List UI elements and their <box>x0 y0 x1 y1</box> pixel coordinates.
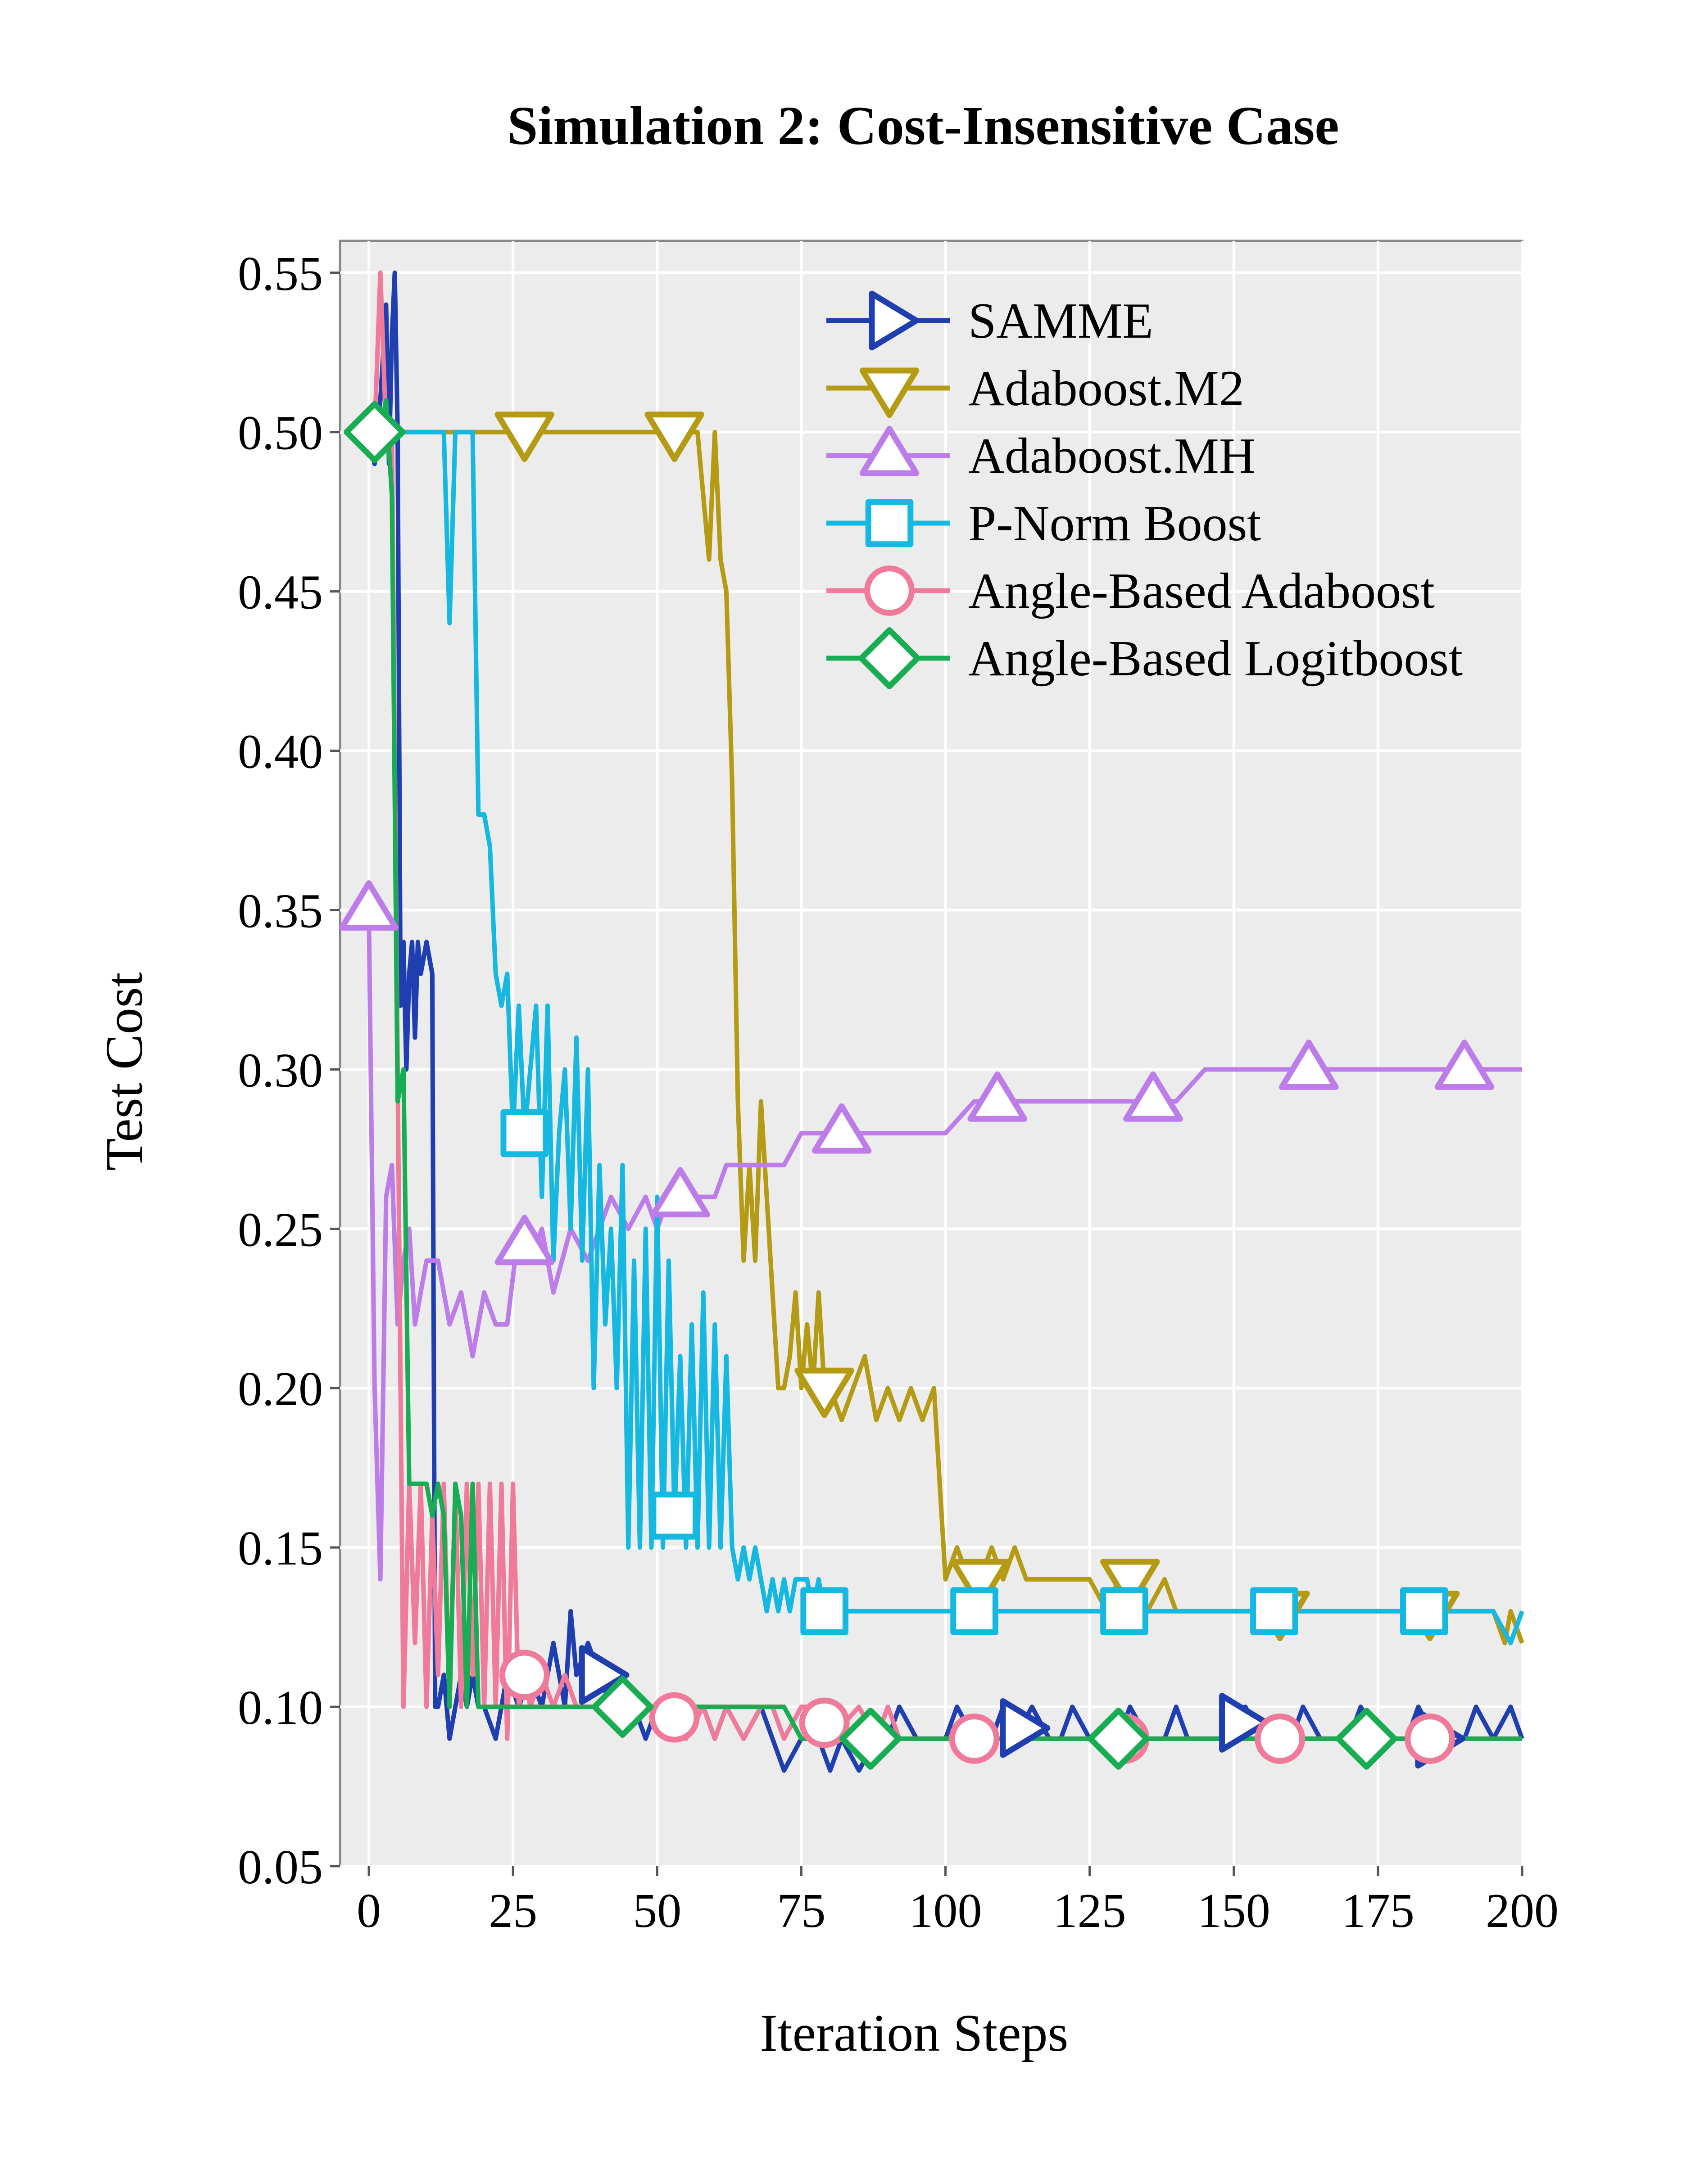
marker-adaboost-m2 <box>644 411 704 462</box>
x-tick-label: 100 <box>909 1884 982 1938</box>
legend-label-adaboost-mh: Adaboost.MH <box>968 428 1256 484</box>
series-line-adaboost-mh <box>367 910 1522 1582</box>
legend-label-samme: SAMME <box>968 293 1153 349</box>
axis-ticks: 0 25 50 75 100 125 150 175 200 0.05 0.10 0.15 0.20 0.… <box>238 247 1559 1938</box>
y-tick-label: 0.30 <box>238 1044 323 1097</box>
marker-angle-based-logitboost <box>343 401 406 463</box>
legend-label-angle-based-logitboost: Angle-Based Logitboost <box>968 631 1463 687</box>
marker-angle-based-logitboost <box>839 1707 902 1770</box>
marker-p-norm-boost <box>500 1109 549 1158</box>
series-markers <box>339 401 1495 1770</box>
y-tick-label: 0.10 <box>238 1681 323 1735</box>
legend-marker-p-norm-boost <box>865 499 914 547</box>
y-tick-label: 0.50 <box>238 407 323 460</box>
y-axis-label: Test Cost <box>95 972 154 1171</box>
x-tick-label: 25 <box>489 1884 537 1938</box>
legend-marker-angle-based-adaboost <box>864 565 915 616</box>
marker-samme <box>579 1645 630 1705</box>
marker-adaboost-mh <box>650 1167 710 1218</box>
x-tick-label: 50 <box>633 1884 681 1938</box>
x-tick-label: 125 <box>1053 1884 1126 1938</box>
marker-adaboost-mh <box>494 1215 555 1266</box>
legend-marker-adaboost-mh <box>859 425 920 476</box>
marker-p-norm-boost <box>1400 1587 1448 1636</box>
marker-angle-based-adaboost <box>1405 1713 1455 1764</box>
series-line-p-norm-boost <box>369 430 1524 1646</box>
marker-angle-based-logitboost <box>1087 1707 1150 1770</box>
x-tick-label: 150 <box>1197 1884 1270 1938</box>
series-line-adaboost-m2 <box>369 430 1524 1646</box>
y-tick-label: 0.25 <box>238 1203 323 1257</box>
x-tick-label: 200 <box>1486 1884 1559 1938</box>
marker-angle-based-logitboost <box>1335 1707 1398 1770</box>
marker-angle-based-adaboost <box>949 1713 1000 1764</box>
legend: SAMME Adaboost.M2 Adaboost.MH P-Norm Boost A… <box>826 290 1463 689</box>
y-tick-label: 0.05 <box>238 1840 323 1894</box>
legend-marker-adaboost-m2 <box>859 367 920 418</box>
legend-label-p-norm-boost: P-Norm Boost <box>968 496 1261 552</box>
legend-label-angle-based-adaboost: Angle-Based Adaboost <box>968 563 1435 619</box>
x-axis-label: Iteration Steps <box>760 2003 1069 2062</box>
x-tick-label: 75 <box>777 1884 825 1938</box>
x-tick-label: 175 <box>1342 1884 1415 1938</box>
marker-adaboost-mh <box>1434 1040 1495 1090</box>
y-tick-label: 0.20 <box>238 1362 323 1416</box>
marker-p-norm-boost <box>1100 1587 1148 1636</box>
marker-samme <box>1000 1698 1051 1758</box>
x-tick-label: 0 <box>357 1884 381 1938</box>
marker-adaboost-mh <box>812 1103 872 1154</box>
marker-adaboost-m2 <box>1100 1559 1160 1610</box>
y-tick-label: 0.35 <box>238 884 323 938</box>
legend-marker-samme <box>869 290 920 351</box>
marker-angle-based-logitboost <box>591 1676 654 1738</box>
marker-adaboost-m2 <box>794 1367 854 1418</box>
y-tick-label: 0.40 <box>238 725 323 779</box>
marker-p-norm-boost <box>1250 1587 1298 1636</box>
marker-angle-based-adaboost <box>799 1697 850 1748</box>
marker-angle-based-adaboost <box>649 1692 700 1743</box>
marker-adaboost-mh <box>1123 1071 1183 1122</box>
marker-angle-based-adaboost <box>499 1650 550 1700</box>
marker-adaboost-mh <box>339 880 399 931</box>
legend-marker-angle-based-logitboost <box>858 627 920 689</box>
chart-title: Simulation 2: Cost-Insensitive Case <box>507 95 1339 156</box>
y-tick-label: 0.45 <box>238 566 323 619</box>
marker-angle-based-adaboost <box>1255 1713 1306 1764</box>
marker-adaboost-m2 <box>494 411 555 462</box>
marker-adaboost-mh <box>967 1071 1028 1122</box>
marker-samme <box>1219 1693 1269 1753</box>
marker-p-norm-boost <box>950 1587 998 1636</box>
marker-p-norm-boost <box>800 1587 848 1636</box>
y-tick-label: 0.55 <box>238 247 323 301</box>
marker-adaboost-m2 <box>950 1559 1010 1610</box>
legend-label-adaboost-m2: Adaboost.M2 <box>968 361 1244 416</box>
marker-adaboost-mh <box>1279 1040 1339 1090</box>
marker-p-norm-boost <box>650 1492 698 1540</box>
y-tick-label: 0.15 <box>238 1522 323 1575</box>
